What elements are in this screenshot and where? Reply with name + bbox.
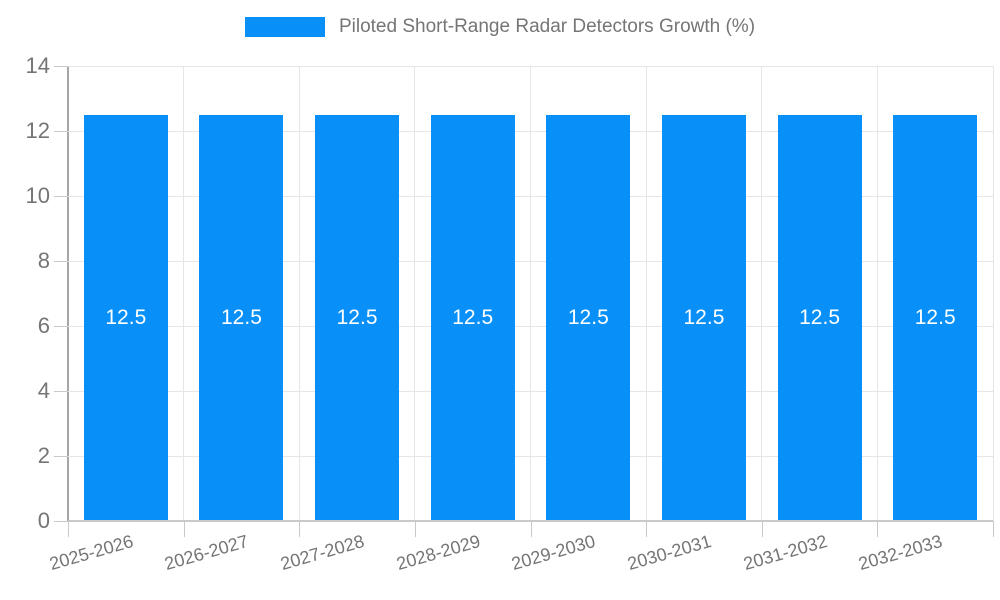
y-tick-label: 14 <box>25 53 50 78</box>
gridline-vertical <box>298 66 300 521</box>
x-axis-tick <box>414 521 416 537</box>
bar-value-label: 12.5 <box>336 305 378 329</box>
bar-value-label: 12.5 <box>914 305 956 329</box>
y-axis-line <box>67 66 69 521</box>
legend-label: Piloted Short-Range Radar Detectors Grow… <box>338 16 756 37</box>
x-axis-tick <box>68 521 69 537</box>
bar-value-label: 12.5 <box>452 305 494 329</box>
bar[interactable]: 12.5 <box>315 114 400 521</box>
gridline-vertical <box>876 66 878 521</box>
bar[interactable]: 12.5 <box>83 114 168 521</box>
y-tick-label: 10 <box>25 183 50 208</box>
gridline-vertical <box>183 66 185 521</box>
gridline-vertical <box>992 66 994 521</box>
x-axis-tick <box>183 521 185 537</box>
gridline-vertical <box>530 66 531 521</box>
y-axis-tick <box>54 261 68 262</box>
bar[interactable]: 12.5 <box>777 114 862 521</box>
bar[interactable]: 12.5 <box>661 114 746 521</box>
y-tick-label: 12 <box>25 118 50 143</box>
y-tick-label: 4 <box>37 378 50 403</box>
x-axis-tick <box>299 521 301 537</box>
gridline-vertical <box>414 66 416 521</box>
x-axis-tick <box>646 521 648 537</box>
y-axis-tick <box>54 196 68 197</box>
bar[interactable]: 12.5 <box>199 114 284 521</box>
y-tick-label: 0 <box>37 508 50 533</box>
y-axis-tick <box>54 456 68 457</box>
x-axis-tick <box>993 521 994 537</box>
bar-value-label: 12.5 <box>567 305 609 329</box>
x-axis-tick <box>530 521 532 537</box>
y-tick-label: 8 <box>37 248 50 273</box>
x-axis-tick <box>877 521 879 537</box>
bar[interactable]: 12.5 <box>893 114 978 521</box>
y-axis-tick <box>54 521 68 522</box>
y-axis-tick <box>54 391 68 392</box>
plot-area: 12.5 12.5 12.5 12.5 12.5 12.5 12.5 12.5 <box>68 65 994 521</box>
legend[interactable]: Piloted Short-Range Radar Detectors Grow… <box>0 16 1000 38</box>
y-axis-tick <box>54 66 68 67</box>
bar-value-label: 12.5 <box>683 305 725 329</box>
bar[interactable]: 12.5 <box>430 114 515 521</box>
y-tick-label: 6 <box>37 313 50 338</box>
y-tick-label: 2 <box>37 443 50 468</box>
bar-value-label: 12.5 <box>221 305 262 329</box>
x-axis-tick <box>761 521 763 537</box>
gridline-vertical <box>645 66 647 521</box>
bar-value-label: 12.5 <box>799 305 840 329</box>
y-axis-tick <box>54 131 68 132</box>
legend-swatch <box>244 17 325 37</box>
gridline-vertical <box>761 66 763 521</box>
y-axis-tick <box>54 326 68 327</box>
bar[interactable]: 12.5 <box>546 114 631 521</box>
bar-value-label: 12.5 <box>105 305 147 329</box>
